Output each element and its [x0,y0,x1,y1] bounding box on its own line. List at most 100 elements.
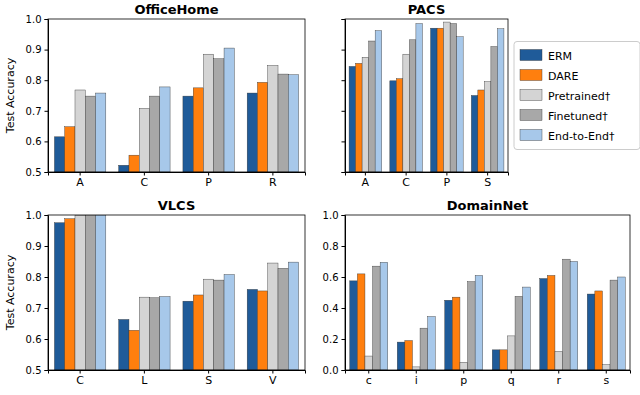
tick-label: P [444,176,451,189]
y-tick: 1.0 [26,14,48,25]
x-tick: A [362,172,370,189]
bar [450,24,457,172]
bar [119,165,129,172]
x-tick: i [415,370,418,387]
bar [587,294,595,370]
title: DomainNet [447,198,529,213]
tick-mark [45,111,49,112]
bar [373,266,381,370]
axis-line [346,173,509,176]
y-axis: 0.00.20.40.60.81.0 [323,210,346,376]
x-tick: S [484,172,491,189]
axis-line [342,20,346,173]
bar [268,66,278,172]
tick-mark [208,172,209,176]
y-axis: 0.50.60.70.80.91.0 [26,14,49,178]
tick-label: S [484,176,491,189]
bar [437,28,444,172]
x-tick: c [366,370,372,387]
x-axis: cipqrs [346,370,631,387]
bar [445,300,453,370]
tick-label: 0.5 [26,167,42,178]
axis-line [49,371,306,374]
bars [350,259,626,370]
bar [96,215,106,370]
legend: ERMDAREPretrained†Finetuned†End-to-End† [514,42,640,150]
tick-label: A [362,176,370,189]
bar [65,127,75,172]
x-tick: P [205,172,212,189]
bar [160,297,170,370]
x-tick: A [76,172,84,189]
tick-mark [342,246,346,247]
panel: CLSV0.50.60.70.80.91.0VLCSTest Accuracy [4,198,306,387]
tick-label: 0.9 [26,44,42,55]
tick-mark [342,277,346,278]
tick-mark [342,172,346,173]
tick-mark [342,19,346,20]
tick-label: 0.8 [26,75,42,86]
tick-mark [208,370,209,374]
tick-mark [365,172,366,176]
tick-mark [144,370,145,374]
bar [431,28,438,172]
tick-mark [511,370,512,374]
y-axis [342,20,346,173]
bar [357,274,365,370]
tick-label: 0.8 [26,272,42,283]
bar [396,79,403,172]
y-tick: 1.0 [323,210,345,221]
y-tick: 0.6 [323,272,345,283]
bar [484,82,491,172]
tick-mark [45,308,49,309]
bar [203,54,213,172]
legend-item: End-to-End† [520,130,615,143]
bar [257,82,267,172]
bar [119,319,129,370]
tick-label: V [269,374,277,387]
x-axis: ACPR [49,172,306,189]
tick-mark [45,215,49,216]
bar [214,280,224,370]
bar [183,96,193,172]
axis-line [342,216,346,371]
tick-label: C [402,176,410,189]
bar [492,350,500,370]
tick-label: S [205,374,212,387]
x-axis: CLSV [49,370,306,387]
bar [497,29,504,172]
tick-label: 0.6 [26,334,42,345]
tick-mark [45,246,49,247]
bar [257,291,267,370]
tick-label: s [603,374,609,387]
bar [491,47,498,172]
x-tick: C [76,370,84,387]
legend-item: ERM [520,50,572,63]
tick-mark [606,370,607,374]
y-tick: 0.9 [26,44,48,55]
bar [460,362,468,370]
tick-label: 0.7 [26,303,42,314]
bar [500,350,508,370]
y-label: Test Accuracy [4,57,17,134]
bar [405,341,413,370]
bar [563,259,571,370]
tick-label: 0.2 [323,334,339,345]
tick-mark [272,172,273,176]
tick-mark [45,172,49,173]
x-tick: C [402,172,410,189]
bar [139,108,149,172]
tick-label: 1.0 [26,210,42,221]
x-tick: R [269,172,277,189]
y-tick [342,50,346,51]
bars [54,48,298,172]
title: OfficeHome [134,2,218,17]
bar [471,96,478,173]
tick-mark [45,141,49,142]
tick-label: p [460,374,467,387]
tick-label: r [556,374,561,387]
y-tick: 0.2 [323,334,345,345]
bar [85,216,95,370]
bar [193,295,203,370]
tick-label: 1.0 [26,14,42,25]
